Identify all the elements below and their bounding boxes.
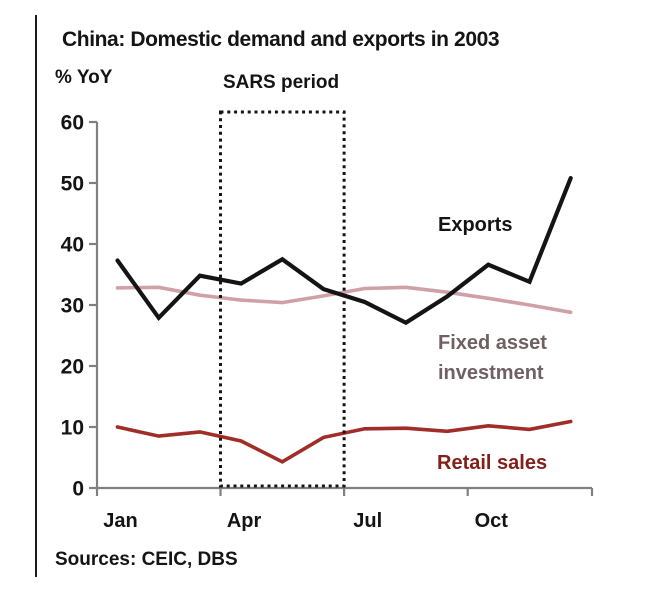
series-label-fixed-asset-line1: Fixed asset: [438, 332, 547, 354]
series-label-exports: Exports: [438, 214, 513, 236]
y-tick-label: 30: [61, 295, 84, 318]
y-tick-label: 10: [61, 417, 84, 440]
series-label-fixed-asset-investment: Fixed asset investment: [438, 328, 547, 388]
chart-title: China: Domestic demand and exports in 20…: [62, 28, 500, 51]
y-axis-unit-label: % YoY: [55, 67, 113, 88]
x-tick-label: Jul: [353, 510, 382, 532]
series-label-fixed-asset-line2: investment: [438, 362, 544, 384]
x-tick-label: Jan: [103, 510, 137, 532]
x-tick-label: Apr: [227, 510, 262, 532]
x-tick-label: Oct: [475, 510, 509, 532]
sars-period-dotted-box: [219, 110, 346, 488]
sources-note: Sources: CEIC, DBS: [55, 549, 238, 570]
sars-period-annotation-label: SARS period: [222, 72, 340, 93]
y-tick-label: 40: [61, 234, 84, 257]
y-tick-label: 60: [61, 112, 84, 135]
y-tick-label: 20: [61, 356, 84, 379]
series-line-fixed-asset-investment: [115, 285, 573, 315]
series-label-retail-sales: Retail sales: [437, 452, 548, 474]
y-tick-label: 50: [61, 173, 84, 196]
left-border-rule: [35, 15, 37, 577]
y-tick-label: 0: [72, 478, 84, 501]
